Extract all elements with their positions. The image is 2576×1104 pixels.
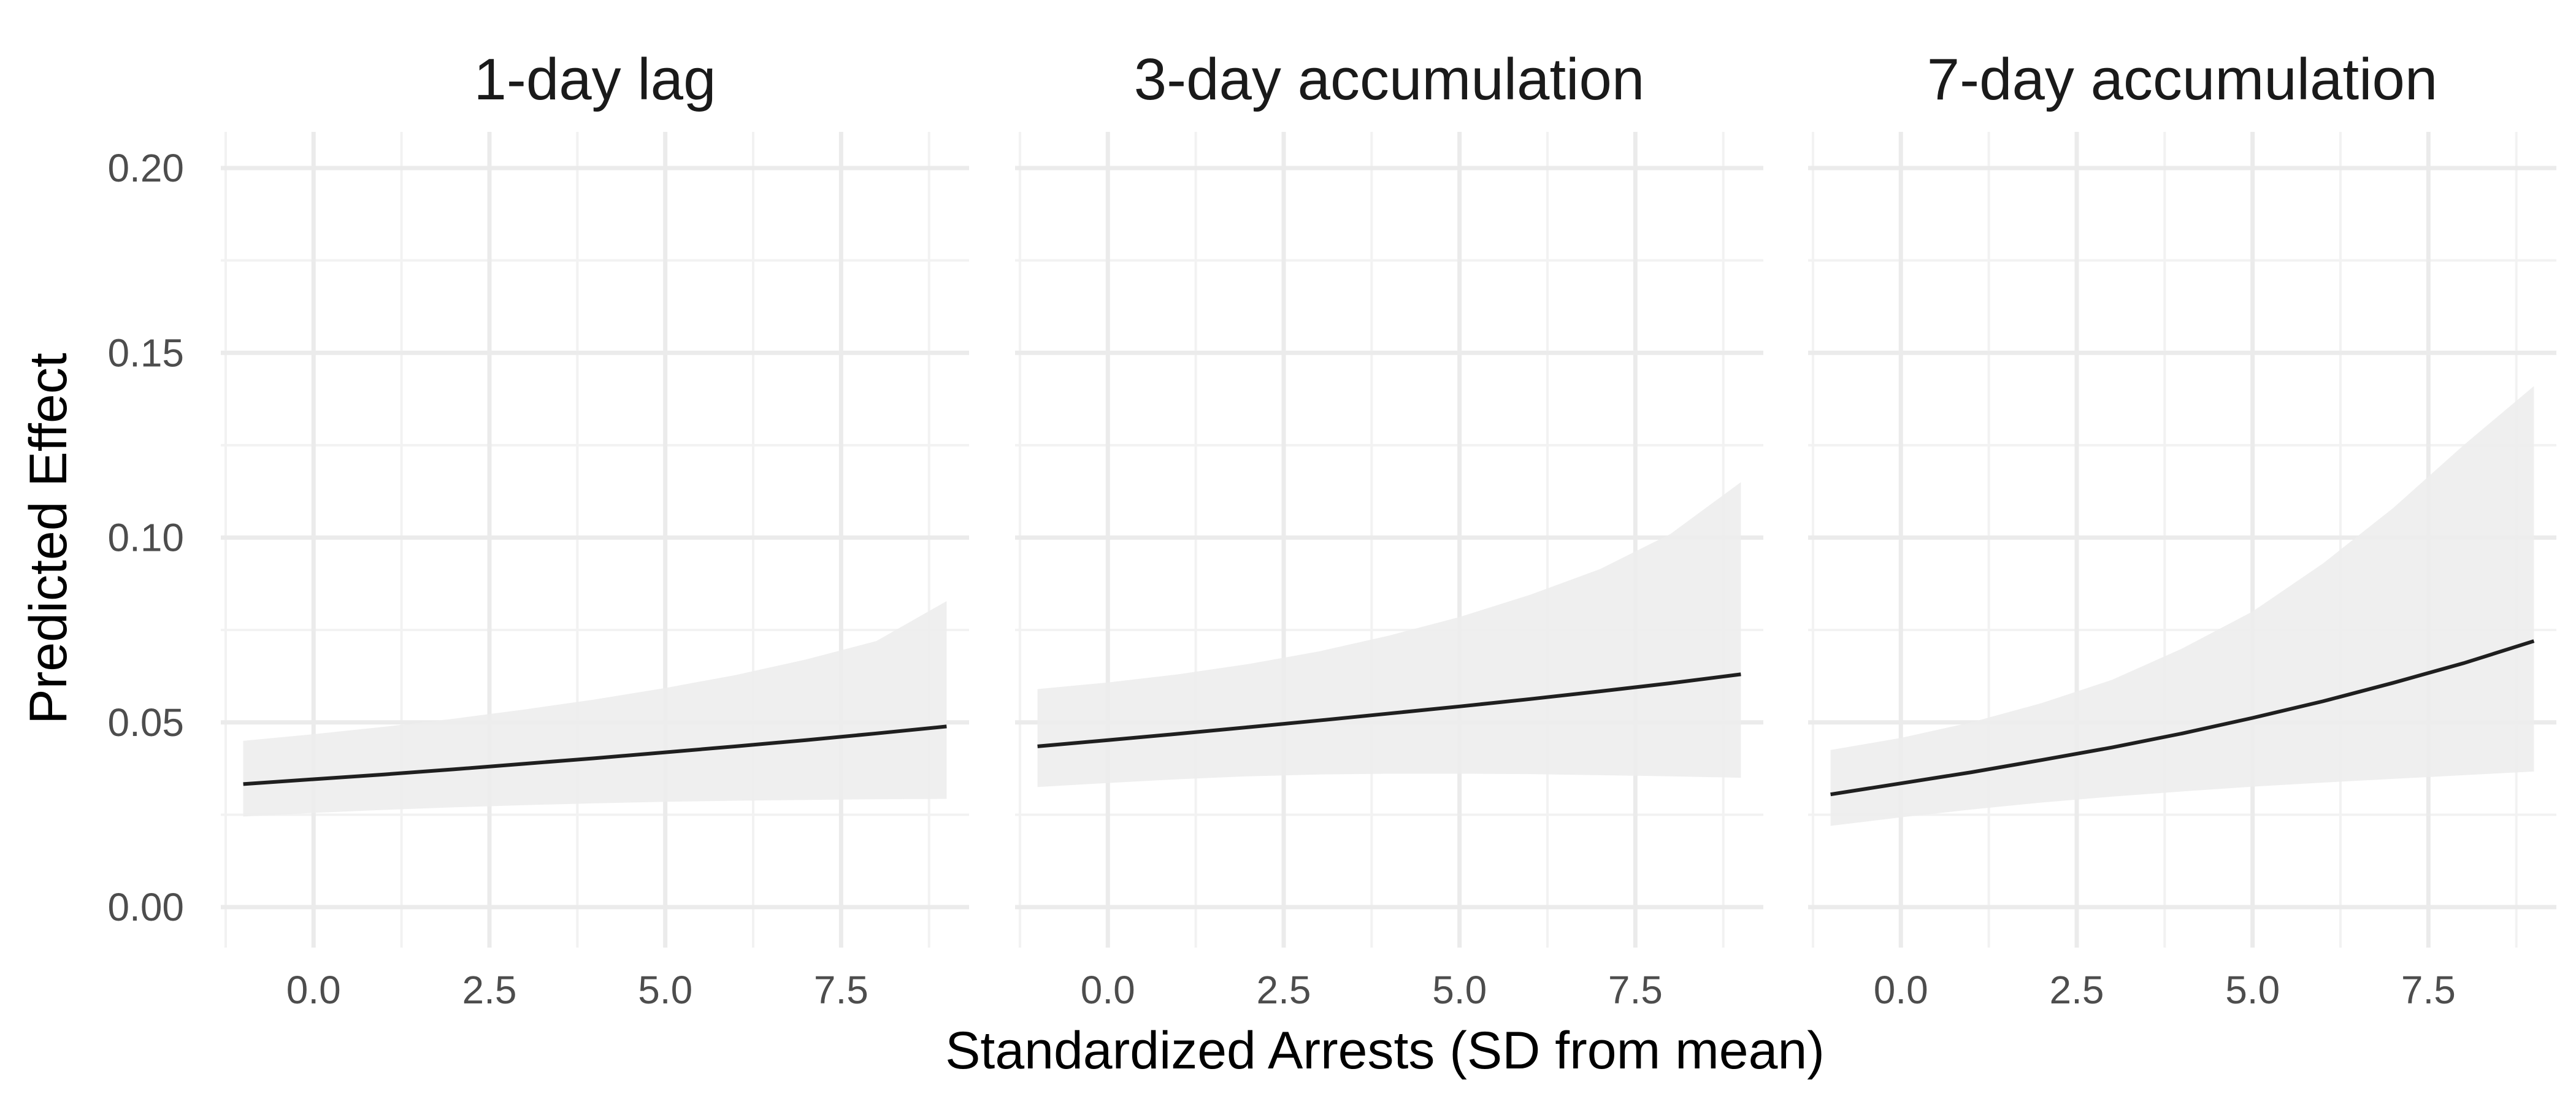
y-tick-label: 0.10: [107, 516, 184, 560]
x-tick-label: 5.0: [2225, 968, 2280, 1012]
y-axis-title: Predicted Effect: [19, 353, 78, 724]
facet-title: 1-day lag: [474, 47, 716, 112]
fit-line: [243, 724, 947, 786]
confidence-band: [1037, 482, 1741, 788]
x-tick-label: 7.5: [2401, 968, 2456, 1012]
chart-panels: 1-day lag 0.0 2.5 5.0 7.5 0.00 0.05 0.10 0.15 0.2…: [107, 47, 2556, 1012]
y-tick-label: 0.15: [107, 331, 184, 375]
y-tick-label: 0.05: [107, 700, 184, 745]
confidence-band: [1830, 386, 2534, 826]
x-tick-label: 0.0: [286, 968, 341, 1012]
facet-title: 3-day accumulation: [1134, 47, 1644, 112]
facet-panel: 1-day lag 0.0 2.5 5.0 7.5 0.00 0.05 0.10 0.15 0.2…: [107, 47, 969, 1012]
facet-title: 7-day accumulation: [1927, 47, 2437, 112]
x-tick-label: 2.5: [462, 968, 516, 1012]
y-tick-label: 0.00: [107, 885, 184, 929]
x-tick-label: 2.5: [1256, 968, 1311, 1012]
facet-panel: 7-day accumulation 0.0 2.5 5.0 7.5: [1808, 47, 2556, 1012]
fit-line: [1830, 639, 2535, 797]
x-tick-label: 0.0: [1081, 968, 1135, 1012]
x-tick-label: 2.5: [2049, 968, 2104, 1012]
x-tick-label: 5.0: [638, 968, 692, 1012]
x-tick-label: 0.0: [1874, 968, 1928, 1012]
x-tick-label: 5.0: [1432, 968, 1487, 1012]
fit-line: [1037, 672, 1741, 748]
x-axis-title: Standardized Arrests (SD from mean): [945, 1021, 1825, 1080]
confidence-band: [243, 601, 947, 817]
x-tick-label: 7.5: [814, 968, 868, 1012]
facet-panel: 3-day accumulation 0.0 2.5 5.0 7.5: [1015, 47, 1763, 1012]
y-tick-label: 0.20: [107, 146, 184, 190]
x-tick-label: 7.5: [1608, 968, 1663, 1012]
